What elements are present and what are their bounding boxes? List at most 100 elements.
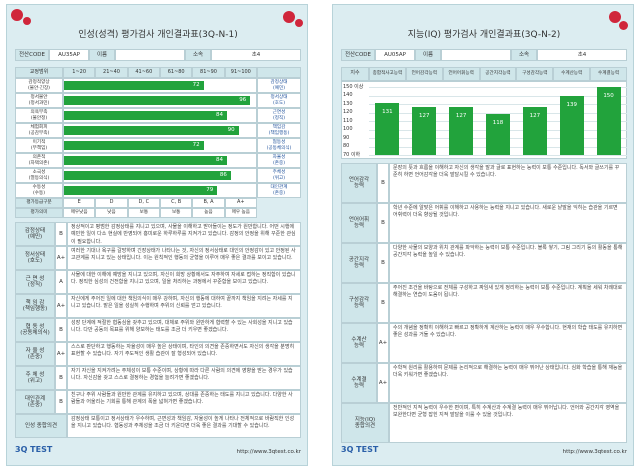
trait-result: 주체성 (위고)	[257, 168, 301, 183]
bar-value: 127	[419, 112, 430, 119]
y-tick-label: 90	[343, 134, 350, 141]
detail-text: 자기 자신을 지켜가려는 주체성이 보통 수준이며, 상황에 따라 다른 사람의…	[67, 366, 301, 390]
grade: D	[95, 198, 128, 208]
bar-value: 139	[566, 102, 577, 109]
detail-label: 책 임 감 (책임행동)	[15, 294, 55, 318]
scale-header: 1~20	[63, 67, 96, 78]
trait-result: 대인관계 (존중)	[257, 183, 301, 198]
detail-label: 감정상태 (예민)	[15, 222, 55, 246]
bar-value: 90	[227, 127, 235, 133]
decoration	[283, 11, 295, 23]
detail-grade: B	[55, 366, 67, 390]
meaning: 낮음	[95, 208, 128, 218]
info-label: 소속	[511, 49, 537, 61]
grid-line	[369, 155, 627, 156]
y-tick-label: 100	[343, 126, 353, 132]
y-tick-label: 70 이하	[343, 151, 361, 158]
bar-value: 72	[192, 142, 200, 148]
scale-header: 41~60	[127, 67, 160, 78]
meaning: 매우낮음	[63, 208, 96, 218]
info-label: 전산CODE	[15, 49, 49, 61]
trait-result: 자율성 (존중)	[257, 153, 301, 168]
detail-label: 근 면 성 (정직)	[15, 270, 55, 294]
detail-text: 문장의 뜻과 흐름을 이해하고 자신의 생각을 말과 글로 표현하는 능력이 보…	[389, 163, 627, 203]
bar: 131	[375, 103, 400, 155]
trait-result: 책임감 (책임행동)	[257, 123, 301, 138]
detail-grade: B	[55, 390, 67, 414]
meaning: 보통	[127, 208, 160, 218]
info-label: 이름	[415, 49, 441, 61]
y-tick-label: 80	[343, 143, 350, 149]
bar: 79	[64, 186, 218, 195]
y-tick-label: 110	[343, 117, 353, 124]
detail-text: 성장 단계에 적절한 협동심을 갖추고 있으며, 대체로 주위와 원만하게 협력…	[67, 318, 301, 342]
detail-label: 수계결 능력	[341, 363, 377, 403]
bar-value: 96	[239, 97, 247, 103]
detail-label: 대인관계 (존중)	[15, 390, 55, 414]
bar: 139	[559, 96, 584, 155]
grid-line	[369, 95, 627, 97]
scale-header: 81~90	[192, 67, 225, 78]
bar: 72	[64, 141, 204, 150]
scale-header-label: 교정범위	[15, 67, 63, 78]
url: http://www.3qtest.co.kr	[236, 449, 301, 455]
detail-grade: A+	[55, 342, 67, 366]
info-value	[441, 49, 511, 61]
detail-label: 자 율 성 (존중)	[15, 342, 55, 366]
meaning: 높음	[192, 208, 225, 218]
url: http://www.3qtest.co.kr	[562, 449, 627, 455]
trait-label: 수동성 (수동)	[15, 183, 63, 198]
meaning: 보통	[160, 208, 193, 218]
scale-header: 21~40	[95, 67, 128, 78]
detail-text: 여러한 기대나 욕구를 갈망하며 긴장상태가 나타나는 것, 자신의 정서상태로…	[67, 246, 301, 270]
grade: A+	[224, 198, 257, 208]
detail-label: 수계산 능력	[341, 323, 377, 363]
detail-grade: B	[377, 163, 389, 203]
detail-text: 자신에게 주어진 일에 대한 책임의식이 매우 강하며, 자신의 행동에 대하여…	[67, 294, 301, 318]
detail-label: 협 동 성 (공동체의식)	[15, 318, 55, 342]
info-value: 초4	[211, 49, 301, 61]
scale-header: 91~100	[224, 67, 257, 78]
detail-grade: A+	[55, 294, 67, 318]
detail-text: 스스로 판단하고 행동하는 자율성이 매우 높은 상태이며, 타인의 의견을 존…	[67, 342, 301, 366]
detail-grade: A+	[55, 246, 67, 270]
detail-label: 구성감각 능력	[341, 283, 377, 323]
trait-result: 감정상태 (예민)	[257, 78, 301, 93]
category: 언어어휘능력	[442, 67, 480, 81]
grade: B, A	[192, 198, 225, 208]
detail-label: 인성 종합의견	[15, 414, 67, 438]
bar: 127	[449, 106, 474, 155]
category: 공간지각능력	[479, 67, 517, 81]
bar: 127	[522, 106, 547, 155]
page-title: 인성(성격) 평가검사 개인결과표(3Q-N-1)	[78, 30, 238, 40]
bar-value: 127	[455, 112, 467, 119]
info-label: 전산CODE	[341, 49, 375, 61]
detail-text: 주어진 조건을 바탕으로 전체를 구성하고 짜임새 있게 정리하는 능력이 보통…	[389, 283, 627, 323]
iq-report: 지능(IQ) 평가검사 개인결과표(3Q-N-2) 전산CODE AU05AP 이름 소…	[332, 4, 634, 466]
detail-text: 정상적이고 평범한 감정상태를 지니고 있으며, 사물을 이해하고 받아들이는 …	[67, 222, 301, 246]
trait-label: 소극성 (열등의식)	[15, 168, 63, 183]
grid-line	[369, 112, 627, 114]
detail-grade: A	[55, 270, 67, 294]
bar: 86	[64, 171, 231, 180]
bar-value: 84	[215, 157, 223, 163]
bar: 150	[596, 87, 621, 155]
decoration	[11, 9, 23, 21]
trait-label: 이기적 (무책임)	[15, 138, 63, 153]
grade-label: 평가등급구분	[15, 198, 63, 208]
axis-label: 지수	[341, 67, 369, 81]
grid-line	[369, 104, 627, 105]
trait-result: 근면성 (정직)	[257, 108, 301, 123]
bar-value: 72	[192, 82, 200, 88]
detail-text: 전반적인 지적 능력이 우수한 편이며, 특히 수계산과 수계결 능력이 매우 …	[389, 403, 627, 443]
grid-line	[369, 87, 627, 88]
detail-grade: A+	[377, 323, 389, 363]
category: 언어감각능력	[405, 67, 443, 81]
detail-label: 지능(IQ) 종합의견	[341, 403, 389, 443]
trait-result: 협동성 (공동체의식)	[257, 138, 301, 153]
info-label: 소속	[185, 49, 211, 61]
category: 구성감각능력	[516, 67, 554, 81]
trait-label: 체험회피 (공감부족)	[15, 123, 63, 138]
detail-grade: B	[377, 203, 389, 243]
personality-report: 인성(성격) 평가검사 개인결과표(3Q-N-1) 전산CODE AU35AP 이름 소…	[6, 4, 308, 466]
